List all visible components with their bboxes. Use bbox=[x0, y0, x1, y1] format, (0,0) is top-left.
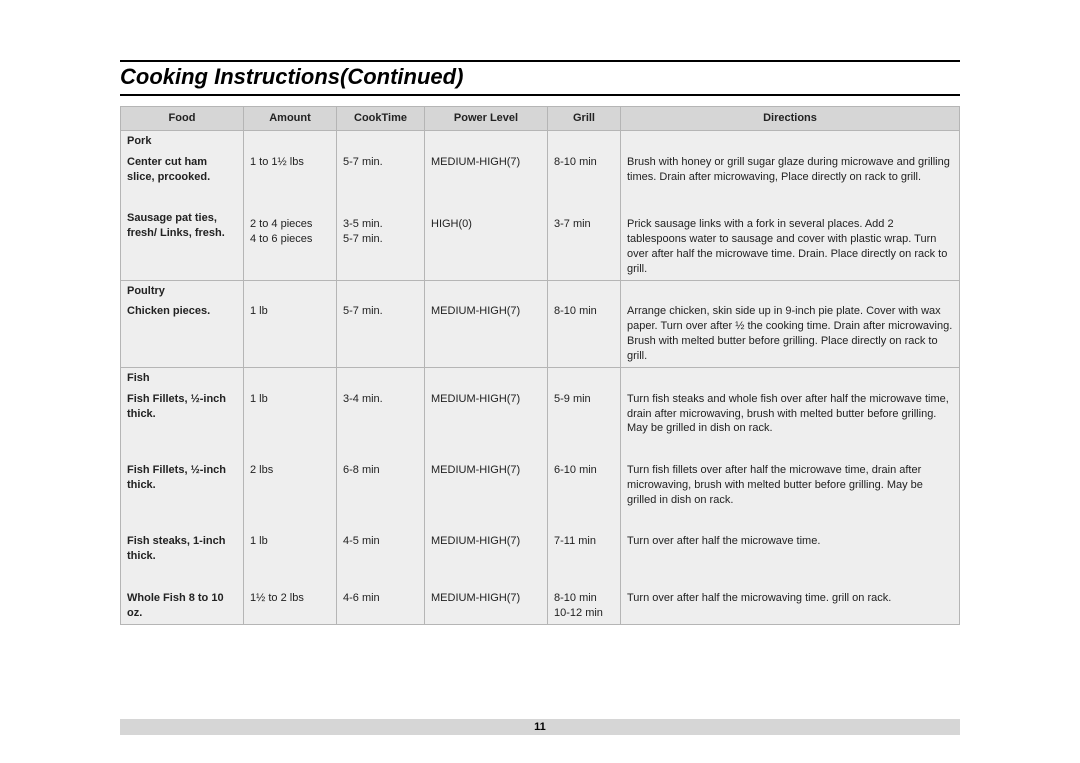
cell-amount: 2 lbs bbox=[244, 460, 337, 511]
cell-amount: 1 to 1½ lbs bbox=[244, 152, 337, 188]
cell-grill: 3-7 min bbox=[548, 214, 621, 280]
cell-food: Fish Fillets, ½-inch thick. bbox=[121, 389, 244, 440]
cell-amount: 1 lb bbox=[244, 531, 337, 567]
cell-cook: 4-6 min bbox=[337, 588, 425, 624]
cell-cook: 3-4 min. bbox=[337, 389, 425, 440]
table-row: Poultry bbox=[121, 280, 960, 301]
cell-dir: Turn over after half the microwaving tim… bbox=[621, 588, 960, 624]
cell-grill: 7-11 min bbox=[548, 531, 621, 567]
cell-dir: Turn fish fillets over after half the mi… bbox=[621, 460, 960, 511]
page-title: Cooking Instructions(Continued) bbox=[120, 64, 463, 89]
cell-dir: Turn over after half the microwave time. bbox=[621, 531, 960, 567]
cell-dir: Arrange chicken, skin side up in 9-inch … bbox=[621, 301, 960, 367]
footer: 11 bbox=[0, 719, 1080, 735]
table-row: Pork bbox=[121, 130, 960, 151]
table-row: Fish Fillets, ½-inch thick. 1 lb 3-4 min… bbox=[121, 389, 960, 440]
cell-amount: 1 lb bbox=[244, 389, 337, 440]
table-row: 2 to 4 pieces 4 to 6 pieces 3-5 min. 5-7 m… bbox=[121, 214, 960, 280]
spacer-row bbox=[121, 511, 960, 532]
table-header-row: Food Amount CookTime Power Level Grill D… bbox=[121, 107, 960, 131]
val: 3-5 min. bbox=[343, 218, 383, 230]
cell-amount: 1 lb bbox=[244, 301, 337, 367]
val: 5-7 min. bbox=[343, 233, 383, 245]
spacer-row bbox=[121, 439, 960, 460]
cell-dir: Brush with honey or grill sugar glaze du… bbox=[621, 152, 960, 188]
cell-grill bbox=[548, 130, 621, 151]
cell-food: Poultry bbox=[121, 280, 244, 301]
table-row: Center cut ham slice, prcooked. 1 to 1½ … bbox=[121, 152, 960, 188]
cell-grill: 5-9 min bbox=[548, 389, 621, 440]
table-row: Fish Fillets, ½-inch thick. 2 lbs 6-8 mi… bbox=[121, 460, 960, 511]
cell-power: MEDIUM-HIGH(7) bbox=[425, 389, 548, 440]
cell-power: MEDIUM-HIGH(7) bbox=[425, 531, 548, 567]
cell-power bbox=[425, 130, 548, 151]
cell-dir bbox=[621, 130, 960, 151]
table-row: Fish bbox=[121, 367, 960, 388]
cell-power: MEDIUM-HIGH(7) bbox=[425, 152, 548, 188]
cell-grill: 8-10 min bbox=[548, 301, 621, 367]
title-rule: Cooking Instructions(Continued) bbox=[120, 60, 960, 96]
cell-grill: 6-10 min bbox=[548, 460, 621, 511]
table-row: Fish steaks, 1-inch thick. 1 lb 4-5 min … bbox=[121, 531, 960, 567]
cell-food: Chicken pieces. bbox=[121, 301, 244, 367]
cell-grill: 8-10 min 10-12 min bbox=[548, 588, 621, 624]
table-row: Chicken pieces. 1 lb 5-7 min. MEDIUM-HIG… bbox=[121, 301, 960, 367]
cell-amount: 1½ to 2 lbs bbox=[244, 588, 337, 624]
cell-amount: 2 to 4 pieces 4 to 6 pieces bbox=[244, 214, 337, 280]
cell-food: Fish bbox=[121, 367, 244, 388]
col-power: Power Level bbox=[425, 107, 548, 131]
cell-dir: Turn fish steaks and whole fish over aft… bbox=[621, 389, 960, 440]
col-directions: Directions bbox=[621, 107, 960, 131]
cell-cook: 5-7 min. bbox=[337, 301, 425, 367]
cell-power: MEDIUM-HIGH(7) bbox=[425, 460, 548, 511]
cell-power: MEDIUM-HIGH(7) bbox=[425, 301, 548, 367]
cell-food: Whole Fish 8 to 10 oz. bbox=[121, 588, 244, 624]
cell-food: Pork bbox=[121, 130, 244, 151]
cell-cook: 6-8 min bbox=[337, 460, 425, 511]
cell-food: Fish Fillets, ½-inch thick. bbox=[121, 460, 244, 511]
cell-grill: 8-10 min bbox=[548, 152, 621, 188]
cell-power: HIGH(0) bbox=[425, 214, 548, 280]
cell-cook: 5-7 min. bbox=[337, 152, 425, 188]
cell-amount bbox=[244, 130, 337, 151]
cooking-table: Food Amount CookTime Power Level Grill D… bbox=[120, 106, 960, 625]
col-food: Food bbox=[121, 107, 244, 131]
val: 4 to 6 pieces bbox=[250, 233, 312, 245]
page-number: 11 bbox=[120, 719, 960, 735]
val: 2 to 4 pieces bbox=[250, 218, 312, 230]
cell-food: Fish steaks, 1-inch thick. bbox=[121, 531, 244, 567]
cell-power: MEDIUM-HIGH(7) bbox=[425, 588, 548, 624]
spacer-row bbox=[121, 187, 960, 208]
spacer-row bbox=[121, 567, 960, 588]
cell-food: Sausage pat ties, fresh/ Links, fresh. bbox=[121, 208, 244, 280]
col-cooktime: CookTime bbox=[337, 107, 425, 131]
cell-cook: 4-5 min bbox=[337, 531, 425, 567]
table-row: Whole Fish 8 to 10 oz. 1½ to 2 lbs 4-6 m… bbox=[121, 588, 960, 624]
col-amount: Amount bbox=[244, 107, 337, 131]
col-grill: Grill bbox=[548, 107, 621, 131]
cell-food: Center cut ham slice, prcooked. bbox=[121, 152, 244, 188]
cell-cook: 3-5 min. 5-7 min. bbox=[337, 214, 425, 280]
cell-dir: Prick sausage links with a fork in sever… bbox=[621, 214, 960, 280]
cell-cook bbox=[337, 130, 425, 151]
